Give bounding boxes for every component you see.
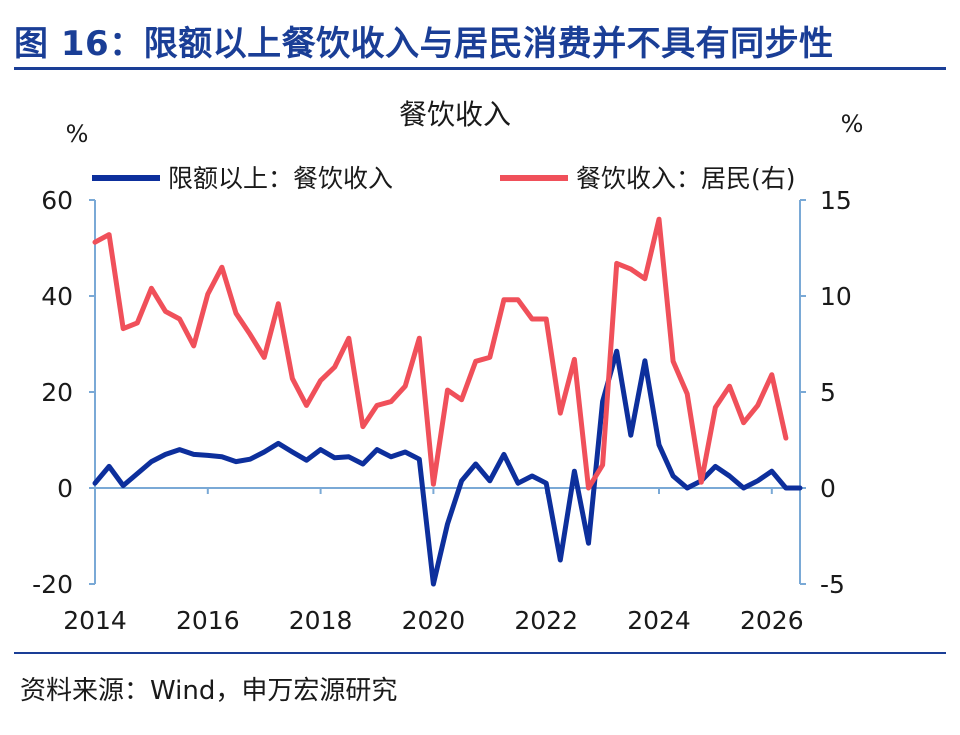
legend: 限额以上：餐饮收入 餐饮收入：居民(右) (92, 164, 796, 193)
left-unit-label: % (66, 120, 89, 148)
x-tick-label: 2014 (63, 606, 127, 635)
y-right-tick-label: -5 (820, 570, 845, 599)
series-line-2 (92, 216, 789, 491)
x-tick-label: 2018 (289, 606, 353, 635)
x-tick-label: 2022 (514, 606, 578, 635)
series-line-1 (92, 348, 803, 587)
y-right-tick-label: 5 (820, 378, 836, 407)
y-right-tick-label: 15 (820, 186, 852, 215)
y-left-tick-label: 20 (41, 378, 73, 407)
y-right-tick-label: 10 (820, 282, 852, 311)
y-left-tick-label: 40 (41, 282, 73, 311)
y-right-tick-label: 0 (820, 474, 836, 503)
title-rule (14, 67, 946, 70)
y-left-tick-label: -20 (32, 570, 73, 599)
source-note: 资料来源：Wind，申万宏源研究 (20, 676, 398, 706)
axes: 60 40 20 0 -20 15 10 5 0 -5 2014 2016 2018 2020 2022 20… (32, 186, 852, 635)
y-left-tick-label: 60 (41, 186, 73, 215)
legend-label-series-1: 限额以上：餐饮收入 (168, 164, 393, 193)
x-tick-label: 2016 (176, 606, 240, 635)
figure-title: 图 16：限额以上餐饮收入与居民消费并不具有同步性 (14, 24, 834, 64)
legend-label-series-2: 餐饮收入：居民(右) (576, 164, 796, 193)
chart-title: 餐饮收入 (399, 98, 511, 131)
line-chart: 餐饮收入 % % 限额以上：餐饮收入 餐饮收入：居民(右) 60 40 20 0 -20… (32, 98, 864, 635)
series-layer (92, 216, 803, 587)
x-tick-label: 2020 (402, 606, 466, 635)
x-tick-label: 2024 (627, 606, 691, 635)
right-unit-label: % (841, 110, 864, 138)
y-left-tick-label: 0 (57, 474, 73, 503)
x-tick-label: 2026 (740, 606, 804, 635)
source-rule (14, 652, 946, 654)
